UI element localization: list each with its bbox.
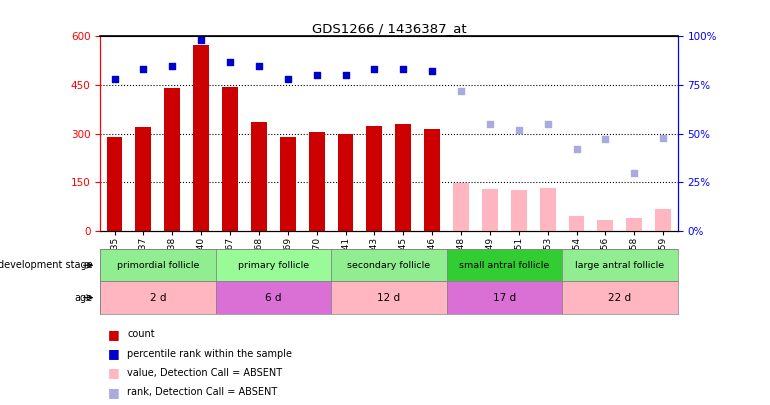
Bar: [164, 88, 180, 231]
Bar: [367, 126, 383, 231]
Bar: [540, 188, 556, 231]
Text: secondary follicle: secondary follicle: [347, 261, 430, 270]
Point: [109, 76, 121, 83]
Bar: [447, 281, 562, 314]
Bar: [626, 218, 642, 231]
Point: [541, 121, 554, 127]
Text: count: count: [127, 329, 155, 339]
Bar: [100, 281, 216, 314]
Point: [397, 66, 410, 73]
Point: [282, 76, 294, 83]
Bar: [568, 216, 584, 231]
Point: [368, 66, 380, 73]
Bar: [482, 189, 498, 231]
Point: [455, 87, 467, 94]
Bar: [331, 249, 447, 281]
Bar: [424, 129, 440, 231]
Text: development stage: development stage: [0, 260, 92, 270]
Bar: [331, 281, 447, 314]
Point: [571, 146, 583, 152]
Text: 6 d: 6 d: [265, 293, 282, 303]
Bar: [598, 220, 614, 231]
Text: rank, Detection Call = ABSENT: rank, Detection Call = ABSENT: [127, 388, 277, 397]
Bar: [337, 134, 353, 231]
Bar: [193, 45, 209, 231]
Text: ■: ■: [108, 328, 119, 341]
Bar: [447, 249, 562, 281]
Point: [657, 134, 669, 141]
Bar: [136, 127, 152, 231]
Text: value, Detection Call = ABSENT: value, Detection Call = ABSENT: [127, 368, 282, 378]
Text: ■: ■: [108, 367, 119, 379]
Point: [628, 169, 641, 176]
Text: 12 d: 12 d: [377, 293, 400, 303]
Bar: [216, 249, 331, 281]
Text: age: age: [74, 293, 92, 303]
Text: large antral follicle: large antral follicle: [575, 261, 665, 270]
Point: [166, 62, 179, 69]
Bar: [216, 281, 331, 314]
Text: 2 d: 2 d: [149, 293, 166, 303]
Bar: [562, 281, 678, 314]
Text: ■: ■: [108, 347, 119, 360]
Text: percentile rank within the sample: percentile rank within the sample: [127, 349, 292, 358]
Bar: [280, 137, 296, 231]
Bar: [100, 249, 216, 281]
Bar: [222, 87, 238, 231]
Point: [513, 126, 525, 133]
Point: [137, 66, 149, 73]
Bar: [655, 209, 671, 231]
Bar: [309, 132, 325, 231]
Title: GDS1266 / 1436387_at: GDS1266 / 1436387_at: [312, 22, 466, 35]
Text: ■: ■: [108, 386, 119, 399]
Bar: [453, 183, 469, 231]
Text: small antral follicle: small antral follicle: [459, 261, 550, 270]
Text: 17 d: 17 d: [493, 293, 516, 303]
Bar: [251, 122, 267, 231]
Point: [224, 58, 236, 65]
Point: [484, 121, 496, 127]
Point: [310, 72, 323, 79]
Bar: [106, 137, 122, 231]
Text: primary follicle: primary follicle: [238, 261, 309, 270]
Bar: [511, 190, 527, 231]
Point: [426, 68, 438, 75]
Point: [195, 37, 207, 44]
Point: [253, 62, 265, 69]
Text: 22 d: 22 d: [608, 293, 631, 303]
Bar: [395, 124, 411, 231]
Point: [599, 136, 611, 143]
Bar: [562, 249, 678, 281]
Text: primordial follicle: primordial follicle: [117, 261, 199, 270]
Point: [340, 72, 352, 79]
